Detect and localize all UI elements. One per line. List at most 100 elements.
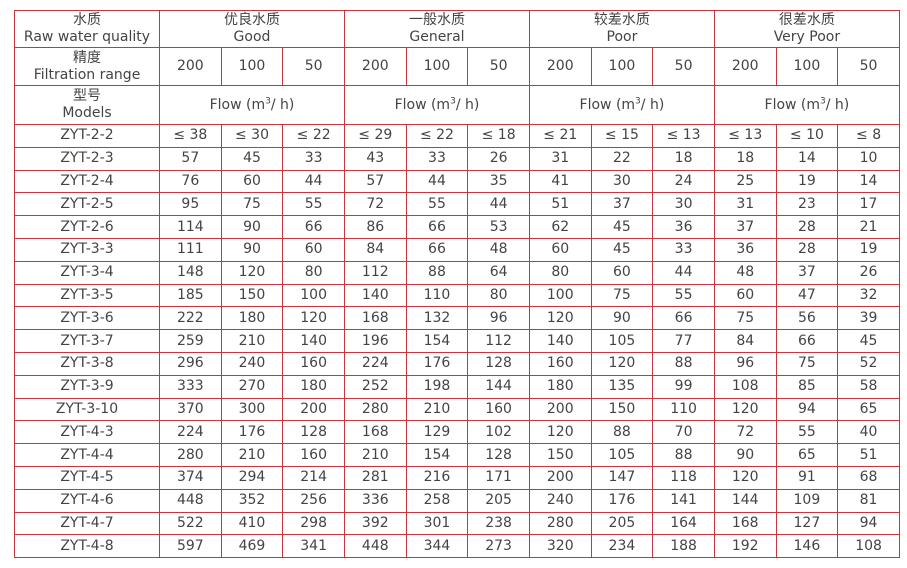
- flow-cell: 66: [282, 215, 345, 239]
- flow-cell: 240: [220, 351, 284, 376]
- filtration-value: 200: [713, 47, 777, 86]
- model-cell: ZYT-4-3: [14, 420, 160, 445]
- group-en: Poor: [606, 29, 638, 45]
- flow-cell: 33: [405, 146, 469, 171]
- flow-cell: 448: [343, 534, 407, 559]
- flow-cell: 205: [467, 488, 530, 513]
- flow-cell: 57: [343, 169, 407, 194]
- flow-cell: ≤ 22: [282, 124, 345, 148]
- flow-cell: 200: [528, 397, 592, 422]
- flow-cell: ≤ 30: [220, 124, 284, 148]
- flow-cell: 132: [405, 306, 469, 331]
- flow-cell: 32: [837, 283, 900, 308]
- flow-cell: 60: [220, 169, 284, 194]
- flow-cell: 19: [775, 169, 839, 194]
- flow-cell: 128: [467, 443, 530, 467]
- flow-cell: 320: [528, 534, 592, 559]
- model-cell: ZYT-2-6: [14, 215, 160, 239]
- flow-cell: 23: [775, 192, 839, 217]
- flow-cell: 55: [652, 283, 715, 308]
- flow-cell: 270: [220, 374, 284, 399]
- flow-cell: 52: [837, 351, 900, 376]
- flow-cell: 522: [159, 511, 222, 536]
- flow-cell: 128: [282, 420, 345, 445]
- data-row: ZYT-2-2 ≤ 38 ≤ 30 ≤ 22 ≤ 29 ≤ 22 ≤ 18 ≤ 21 ≤ 15 ≤…: [14, 124, 900, 148]
- flow-cell: 210: [220, 443, 284, 467]
- flow-cell: 36: [652, 215, 715, 239]
- flow-cell: 60: [713, 283, 777, 308]
- flow-cell: 90: [713, 443, 777, 467]
- filtration-value: 50: [837, 47, 900, 86]
- filtration-value: 200: [528, 47, 592, 86]
- model-cell: ZYT-2-5: [14, 192, 160, 217]
- flow-cell: 100: [282, 283, 345, 308]
- group-zh: 较差水质: [593, 12, 650, 28]
- flow-cell: 14: [837, 169, 900, 194]
- flow-cell: 60: [282, 237, 345, 262]
- model-cell: ZYT-3-9: [14, 374, 160, 399]
- flow-cell: 273: [467, 534, 530, 559]
- flow-cell: 39: [837, 306, 900, 331]
- flow-cell: 81: [837, 488, 900, 513]
- flow-cell: 188: [652, 534, 715, 559]
- flow-cell: 51: [837, 443, 900, 467]
- flow-cell: ≤ 18: [467, 124, 530, 148]
- flow-cell: 216: [405, 465, 469, 490]
- data-row: ZYT-4-7 522 410 298 392 301 238 280 205 164 168 127…: [14, 511, 900, 536]
- flow-cell: 109: [775, 488, 839, 513]
- header-row: 精度 Filtration range 200 100 50 200 100 50 200 100…: [14, 47, 900, 86]
- data-row: ZYT-2-4 76 60 44 57 44 35 41 30 24 25 19 14: [14, 169, 900, 194]
- flow-cell: 200: [282, 397, 345, 422]
- flow-cell: 48: [467, 237, 530, 262]
- flow-cell: 55: [405, 192, 469, 217]
- flow-cell: 72: [343, 192, 407, 217]
- flow-cell: 280: [159, 443, 222, 467]
- flow-cell: 120: [528, 306, 592, 331]
- flow-cell: 128: [467, 351, 530, 376]
- flow-cell: 26: [467, 146, 530, 171]
- model-label: 型号 Models: [14, 85, 160, 125]
- flow-cell: 88: [652, 443, 715, 467]
- flow-cell: 171: [467, 465, 530, 490]
- flow-cell: 105: [590, 329, 654, 353]
- flow-cell: 110: [405, 283, 469, 308]
- flow-cell: 160: [528, 351, 592, 376]
- model-cell: ZYT-4-6: [14, 488, 160, 513]
- flow-cell: 37: [775, 260, 839, 285]
- flow-cell: 111: [159, 237, 222, 262]
- flow-cell: 55: [775, 420, 839, 445]
- flow-cell: 280: [528, 511, 592, 536]
- flow-cell: 17: [837, 192, 900, 217]
- flow-cell: 53: [467, 215, 530, 239]
- model-label-line: Models: [62, 105, 112, 121]
- flow-cell: 36: [713, 237, 777, 262]
- flow-cell: 60: [528, 237, 592, 262]
- flow-cell: 56: [775, 306, 839, 331]
- flow-cell: 224: [343, 351, 407, 376]
- table-wrap: 水质 Raw water quality 优良水质 Good 一般水质 General 较差…: [14, 10, 900, 559]
- filtration-label: 精度 Filtration range: [14, 47, 160, 86]
- model-cell: ZYT-4-4: [14, 443, 160, 467]
- flow-cell: 112: [343, 260, 407, 285]
- flow-cell: 45: [220, 146, 284, 171]
- flow-cell: 14: [775, 146, 839, 171]
- flow-label: Flow (m3/ h): [159, 85, 345, 125]
- flow-cell: 84: [343, 237, 407, 262]
- flow-cell: 66: [775, 329, 839, 353]
- flow-cell: 105: [590, 443, 654, 467]
- flow-cell: ≤ 10: [775, 124, 839, 148]
- data-row: ZYT-4-6 448 352 256 336 258 205 240 176 141 144 109…: [14, 488, 900, 513]
- filtration-value: 200: [343, 47, 407, 86]
- flow-cell: 40: [837, 420, 900, 445]
- group-zh: 优良水质: [223, 12, 280, 28]
- flow-cell: 41: [528, 169, 592, 194]
- flow-cell: 86: [343, 215, 407, 239]
- filtration-value: 100: [405, 47, 469, 86]
- flow-cell: 44: [467, 192, 530, 217]
- flow-cell: 198: [405, 374, 469, 399]
- flow-cell: 200: [528, 465, 592, 490]
- flow-cell: 144: [713, 488, 777, 513]
- flow-cell: 392: [343, 511, 407, 536]
- flow-cell: 112: [467, 329, 530, 353]
- flow-text: Flow (m: [394, 96, 451, 113]
